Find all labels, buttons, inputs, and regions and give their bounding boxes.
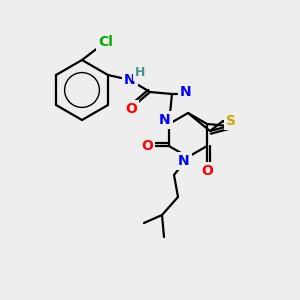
Text: Cl: Cl: [99, 35, 113, 49]
Text: N: N: [178, 154, 190, 168]
Text: O: O: [141, 139, 153, 153]
Text: H: H: [135, 65, 145, 79]
Text: N: N: [124, 73, 136, 87]
Text: S: S: [226, 114, 236, 128]
Text: N: N: [159, 113, 171, 127]
Text: O: O: [125, 102, 137, 116]
Text: O: O: [201, 164, 213, 178]
Text: N: N: [180, 85, 192, 99]
